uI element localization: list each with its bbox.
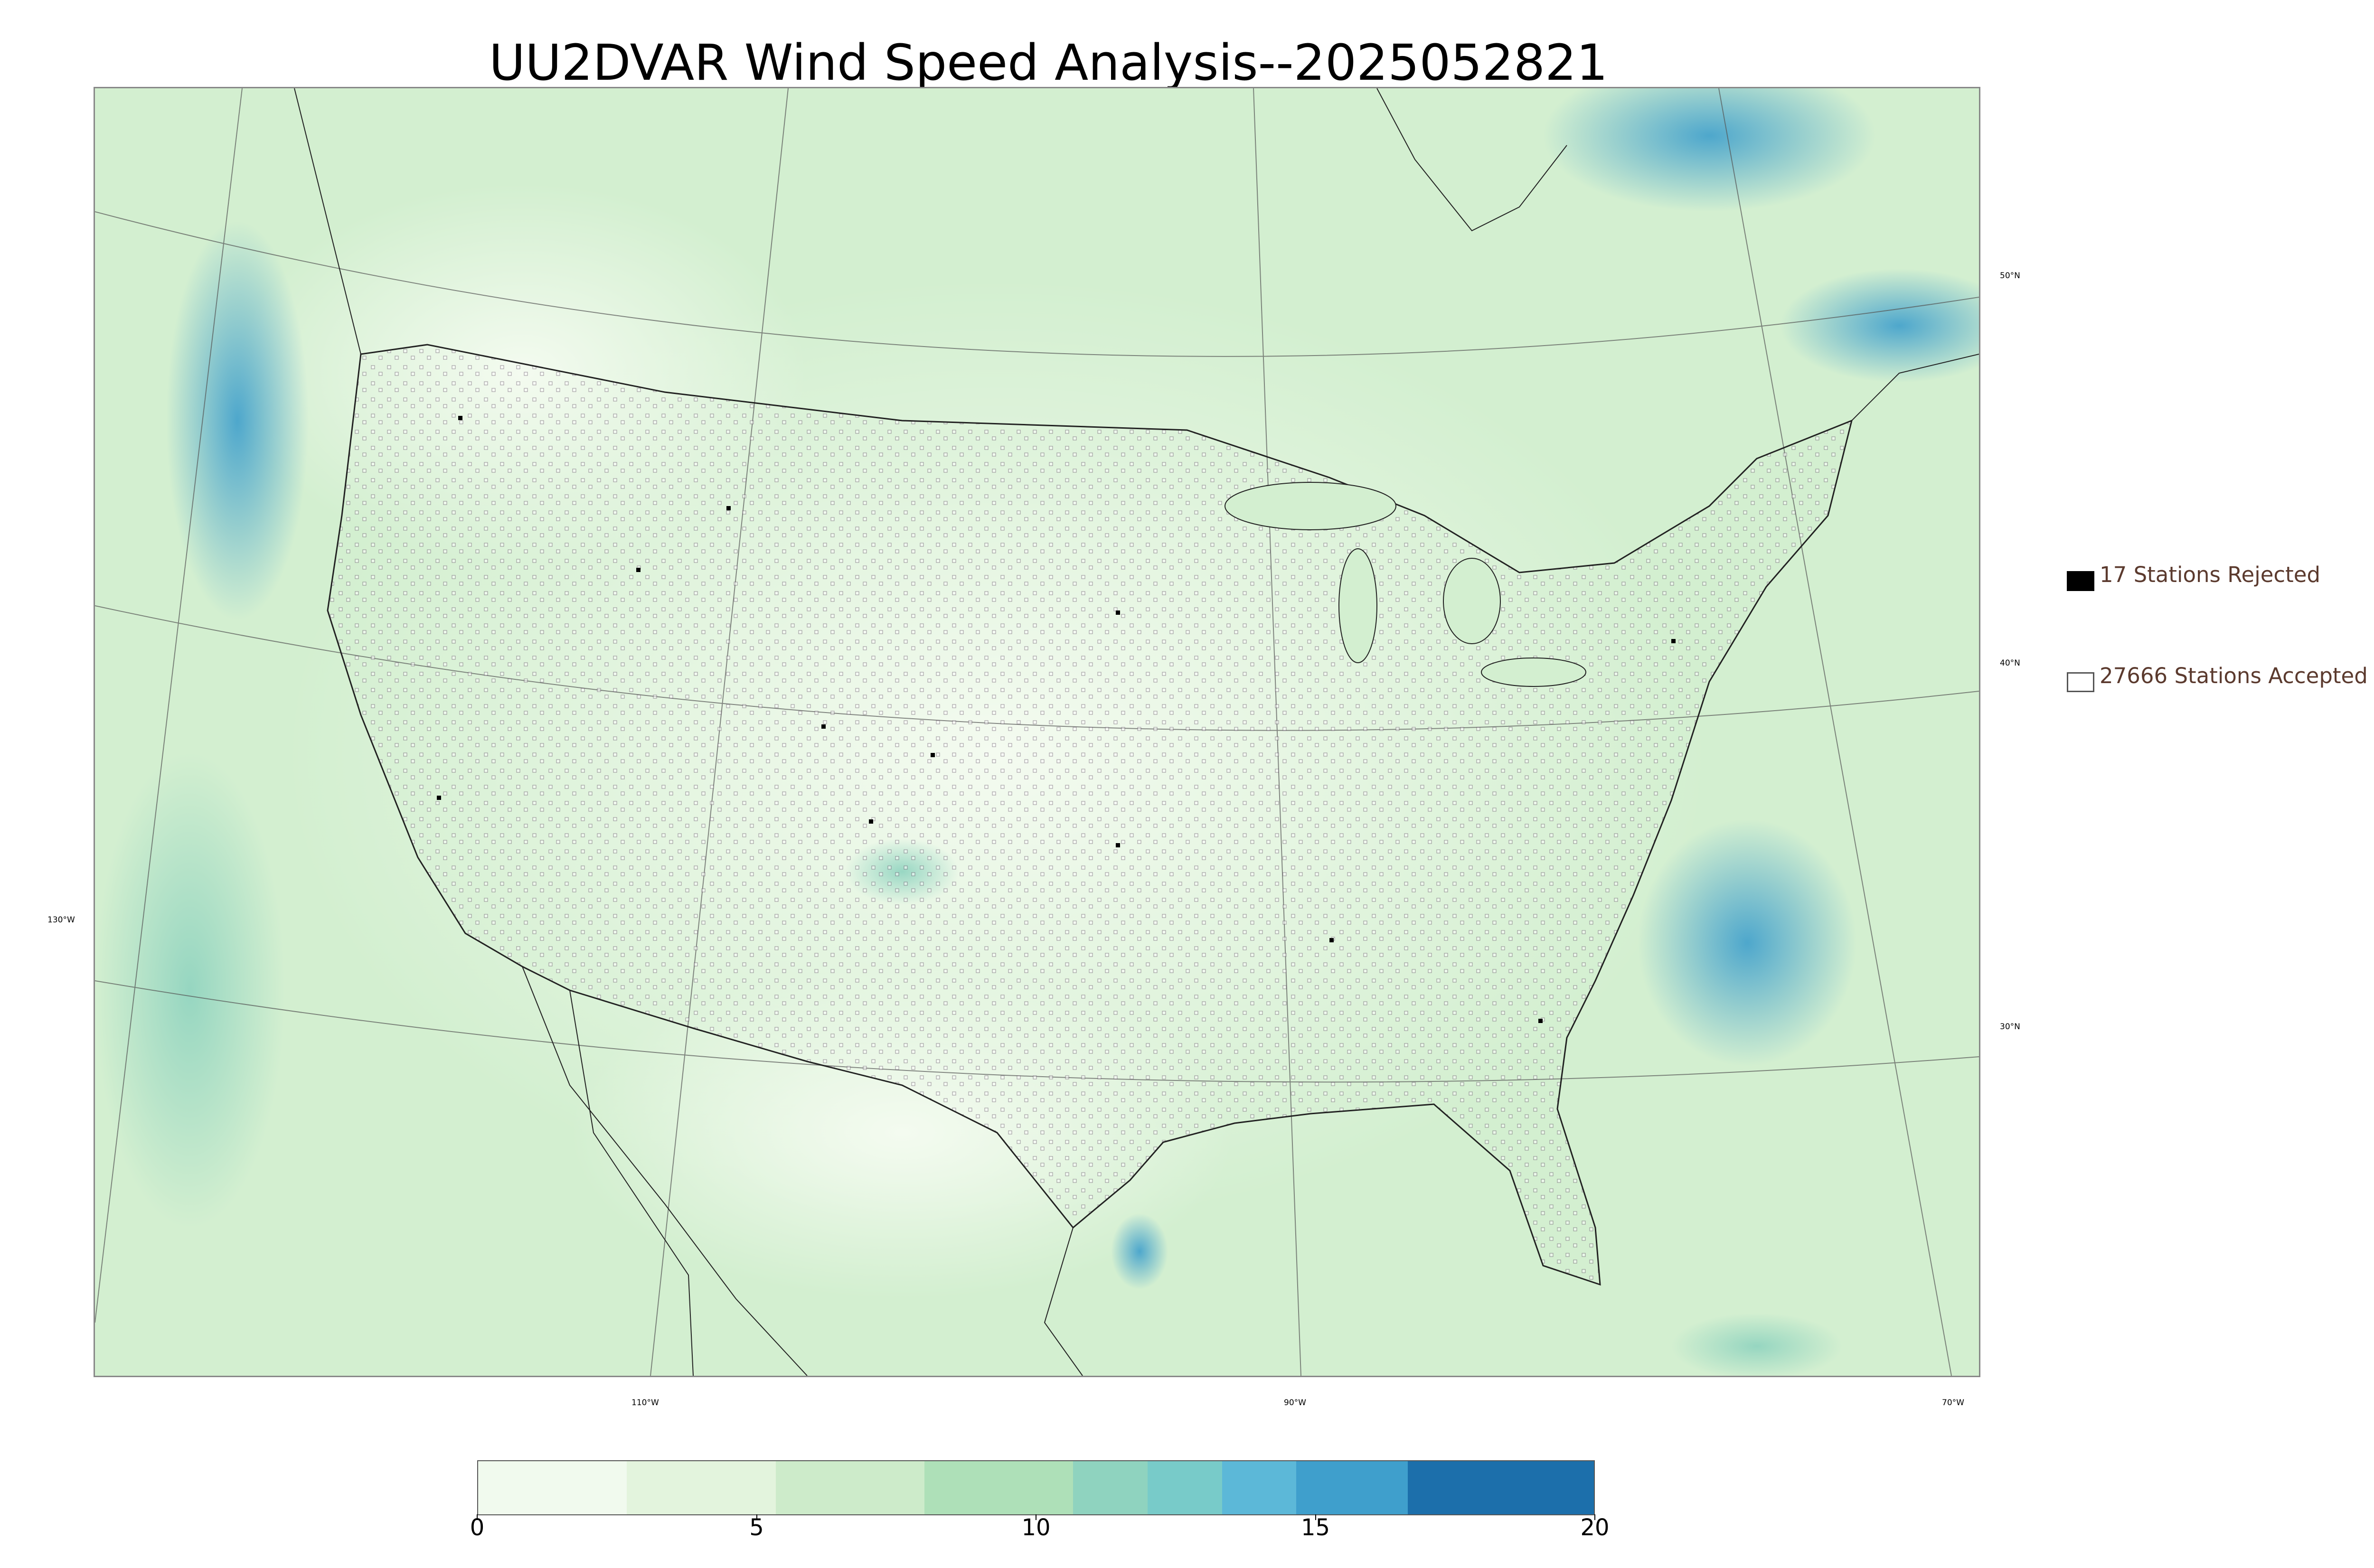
longitude-70-line xyxy=(1718,88,1952,1376)
colorbar-tick-mark xyxy=(756,1514,757,1520)
wind-speed-map xyxy=(95,88,1979,1376)
wind-speed-colorbar xyxy=(477,1460,1595,1515)
colorbar-tick-mark xyxy=(1315,1514,1316,1520)
colorbar-tick-mark xyxy=(477,1514,478,1520)
colorbar-segment xyxy=(627,1461,776,1514)
longitude-130-line xyxy=(95,88,243,1323)
lake-superior xyxy=(1225,482,1396,530)
lon-label-130: 130°W xyxy=(47,915,75,925)
colorbar-segment xyxy=(1408,1461,1594,1514)
rejected-stations xyxy=(437,416,1676,1023)
map-title: UU2DVAR Wind Speed Analysis--2025052821 xyxy=(489,34,1608,92)
accepted-legend-label: 27666 Stations Accepted xyxy=(2100,663,2368,688)
colorbar-segment xyxy=(924,1461,1074,1514)
lake-michigan xyxy=(1338,548,1377,663)
lon-label-70: 70°W xyxy=(1942,1398,1964,1408)
great-lakes xyxy=(1225,482,1586,687)
rejected-marker-swatch xyxy=(2067,571,2094,591)
lake-huron xyxy=(1443,558,1501,644)
colorbar-segment xyxy=(1073,1461,1148,1514)
colorbar-tick-label: 10 xyxy=(1021,1514,1051,1541)
lat-label-30: 30°N xyxy=(2000,1022,2020,1032)
accepted-marker-swatch xyxy=(2067,672,2094,692)
mexico-outline xyxy=(522,966,1083,1376)
pacific-wind-south xyxy=(95,753,285,1228)
colorbar-tick-mark xyxy=(1594,1514,1595,1520)
colorbar-tick-label: 5 xyxy=(749,1514,764,1541)
colorbar-tick-label: 0 xyxy=(470,1514,485,1541)
canada-coast xyxy=(294,88,1979,421)
lon-label-110: 110°W xyxy=(631,1398,659,1408)
lat-label-50: 50°N xyxy=(2000,271,2020,281)
colorbar-segment xyxy=(478,1461,627,1514)
lake-erie xyxy=(1481,657,1586,687)
rejected-legend-label: 17 Stations Rejected xyxy=(2100,562,2321,587)
gulf-st-lawrence-wind xyxy=(1780,269,1979,383)
atlantic-offshore-wind xyxy=(1638,819,1856,1066)
colorbar-tick-label: 15 xyxy=(1300,1514,1330,1541)
caribbean-wind xyxy=(1671,1313,1842,1376)
gulf-wind-spot xyxy=(1111,1213,1168,1289)
colorbar-segment xyxy=(1222,1461,1297,1514)
colorbar-segment xyxy=(1296,1461,1408,1514)
lon-label-90: 90°W xyxy=(1284,1398,1306,1408)
colorbar-segment xyxy=(775,1461,924,1514)
lat-label-40: 40°N xyxy=(2000,658,2020,668)
map-panel[interactable] xyxy=(94,87,1980,1377)
colorbar-segment xyxy=(1147,1461,1222,1514)
hudson-bay-wind xyxy=(1543,88,1875,212)
pacific-jet-north xyxy=(166,221,309,620)
latitude-50-line xyxy=(95,211,1979,357)
colorbar-tick-label: 20 xyxy=(1580,1514,1610,1541)
